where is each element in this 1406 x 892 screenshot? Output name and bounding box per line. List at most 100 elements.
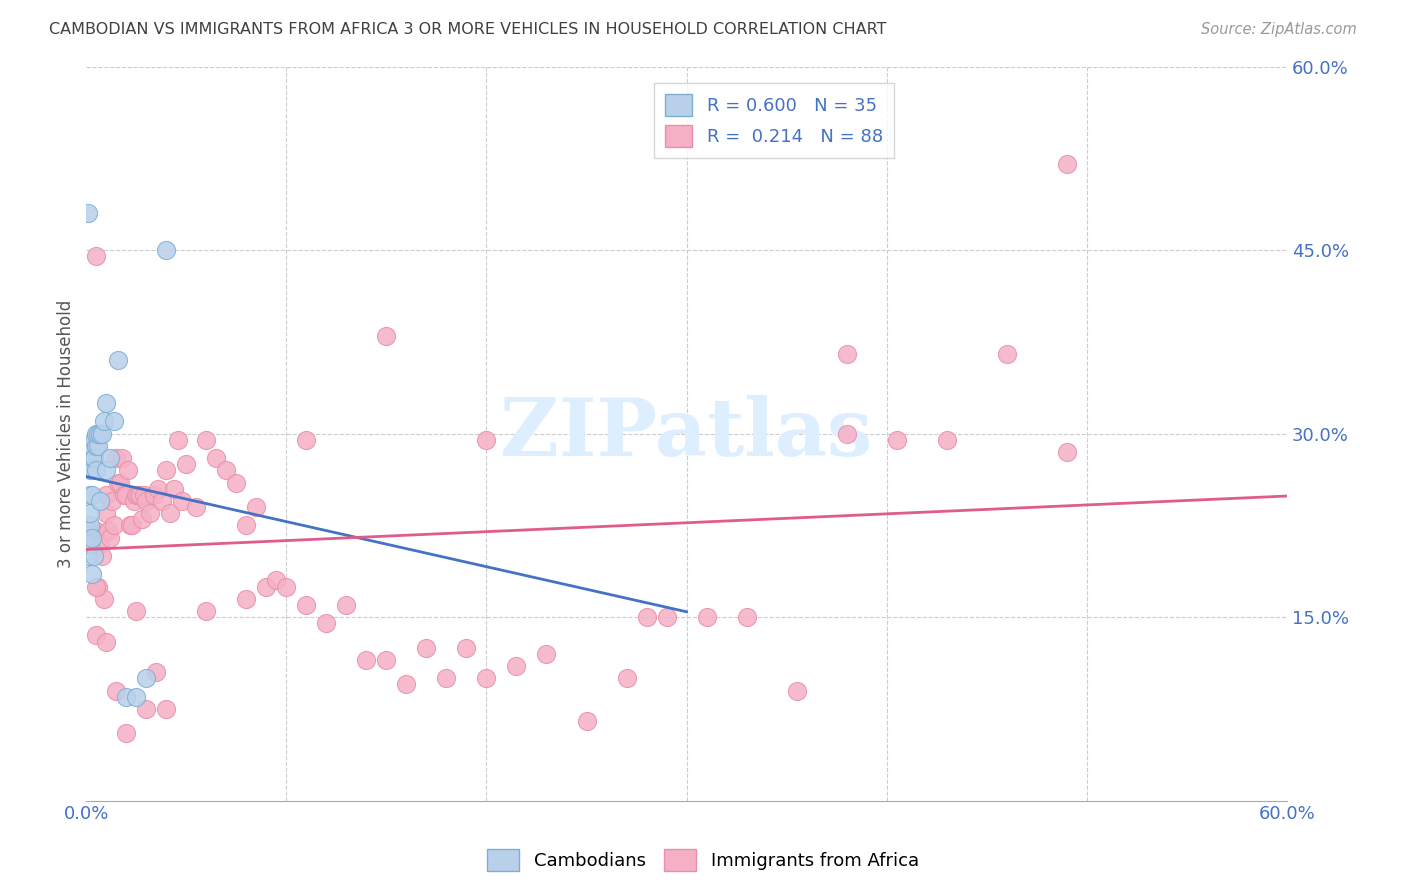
Point [131,512,153,526]
Point [415,640,437,655]
Point [77,206,100,220]
Point [79,488,101,502]
Point [235,591,257,606]
Point [79,506,101,520]
Point [145,665,167,680]
Point [89,494,111,508]
Point [786,683,808,698]
Point [110,475,132,490]
Point [82,567,104,582]
Point [84,628,107,642]
Legend: Cambodians, Immigrants from Africa: Cambodians, Immigrants from Africa [479,842,927,879]
Point [295,598,318,612]
Point [616,671,638,685]
Point [356,653,378,667]
Point [84,580,107,594]
Point [995,347,1018,361]
Point [475,433,498,447]
Point [835,347,858,361]
Point [93,414,115,428]
Point [84,463,107,477]
Point [82,439,104,453]
Point [96,463,118,477]
Point [125,488,148,502]
Point [655,610,678,624]
Point [91,549,114,563]
Point [505,659,527,673]
Point [155,702,177,716]
Point [79,537,101,551]
Point [112,488,135,502]
Point [98,451,121,466]
Point [155,243,177,257]
Y-axis label: 3 or more Vehicles in Household: 3 or more Vehicles in Household [58,300,75,567]
Point [127,488,149,502]
Point [134,488,156,502]
Point [115,726,138,740]
Point [536,647,558,661]
Point [105,683,128,698]
Point [89,537,111,551]
Point [87,439,110,453]
Point [475,671,498,685]
Point [84,426,107,441]
Point [139,506,162,520]
Point [159,506,181,520]
Point [186,500,208,514]
Point [235,518,257,533]
Point [135,671,157,685]
Point [115,690,138,704]
Point [696,610,718,624]
Point [195,604,218,618]
Point [135,702,157,716]
Point [96,506,118,520]
Text: ZIPatlas: ZIPatlas [501,394,873,473]
Point [84,524,107,539]
Point [163,482,186,496]
Point [98,531,121,545]
Text: CAMBODIAN VS IMMIGRANTS FROM AFRICA 3 OR MORE VEHICLES IN HOUSEHOLD CORRELATION : CAMBODIAN VS IMMIGRANTS FROM AFRICA 3 OR… [49,22,887,37]
Point [117,463,139,477]
Point [245,500,267,514]
Legend: R = 0.600   N = 35, R =  0.214   N = 88: R = 0.600 N = 35, R = 0.214 N = 88 [654,83,894,158]
Point [835,426,858,441]
Point [395,677,418,691]
Point [176,457,198,471]
Point [172,494,194,508]
Point [375,328,398,343]
Point [121,518,143,533]
Point [575,714,598,728]
Point [125,604,148,618]
Point [120,518,142,533]
Point [91,426,114,441]
Point [111,451,134,466]
Point [89,426,111,441]
Point [77,524,100,539]
Point [205,451,228,466]
Point [96,396,118,410]
Point [97,524,120,539]
Point [167,433,190,447]
Point [103,518,125,533]
Point [124,494,146,508]
Point [886,433,908,447]
Point [83,433,105,447]
Point [266,574,288,588]
Point [143,488,166,502]
Point [456,640,478,655]
Point [82,488,104,502]
Point [335,598,357,612]
Point [83,549,105,563]
Point [107,475,129,490]
Point [125,690,148,704]
Point [254,580,277,594]
Point [375,653,398,667]
Point [276,580,298,594]
Point [148,482,170,496]
Point [87,580,110,594]
Point [295,433,318,447]
Point [129,488,152,502]
Point [82,451,104,466]
Point [77,531,100,545]
Text: Source: ZipAtlas.com: Source: ZipAtlas.com [1201,22,1357,37]
